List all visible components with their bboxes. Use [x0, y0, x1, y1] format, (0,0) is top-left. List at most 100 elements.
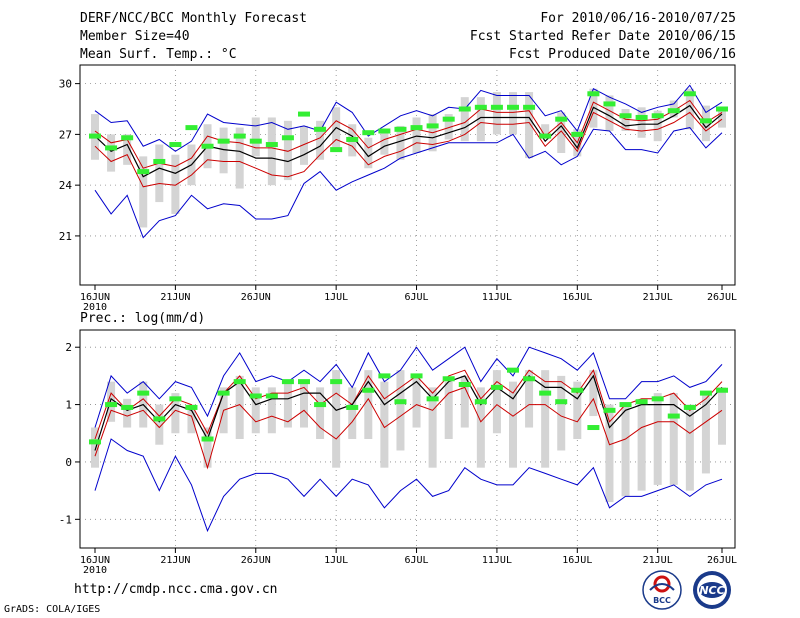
spread-box — [155, 144, 164, 203]
spread-box — [123, 134, 132, 165]
ensemble-marker — [507, 104, 519, 110]
ensemble-marker — [217, 390, 230, 396]
series-mean-line — [94, 104, 723, 178]
x-tick-label: 26JUN — [241, 555, 271, 566]
ensemble-marker — [330, 147, 343, 153]
spread-box — [332, 107, 341, 152]
ensemble-marker — [442, 376, 455, 382]
ensemble-marker — [153, 158, 166, 164]
x-tick-sublabel: 2010 — [83, 565, 107, 576]
ensemble-marker — [716, 387, 728, 393]
bcc-logo-icon: BCC — [642, 570, 682, 610]
ensemble-marker — [298, 111, 310, 117]
ensemble-marker — [667, 108, 680, 114]
spread-box — [428, 387, 437, 468]
x-tick-label: 21JUL — [643, 555, 673, 566]
spread-box — [653, 393, 662, 485]
spread-box — [380, 381, 389, 468]
refer-date: Fcst Started Refer Date 2010/06/15 — [469, 29, 736, 44]
spread-box — [251, 117, 260, 157]
ensemble-marker — [490, 104, 503, 110]
ensemble-marker — [474, 399, 487, 405]
series-min-line — [94, 127, 723, 239]
spread-box — [332, 370, 341, 468]
spread-box — [187, 404, 196, 434]
member-size: Member Size=40 — [80, 29, 190, 44]
x-tick-label: 16JUN — [80, 555, 110, 566]
ensemble-marker — [201, 143, 214, 149]
ncc-logo-label: NCC — [699, 584, 724, 597]
ensemble-marker — [716, 106, 728, 112]
ensemble-marker — [105, 402, 118, 408]
ensemble-marker — [121, 135, 134, 141]
ensemble-marker — [571, 387, 584, 393]
ensemble-marker — [426, 123, 439, 129]
y-tick-label: 0 — [65, 456, 72, 469]
spread-box — [316, 387, 325, 439]
x-tick-label: 26JUN — [241, 292, 271, 303]
x-tick-label: 16JUL — [562, 555, 592, 566]
ensemble-marker — [426, 396, 439, 402]
x-tick-label: 6JUL — [404, 555, 428, 566]
series-min-line — [94, 438, 723, 533]
spread-box — [541, 124, 550, 138]
ensemble-marker — [442, 116, 455, 122]
spread-box — [444, 381, 453, 439]
ensemble-marker — [635, 399, 648, 405]
spread-box — [476, 97, 485, 142]
ensemble-marker — [330, 379, 343, 385]
spread-box — [573, 381, 582, 439]
ensemble-marker — [699, 390, 712, 396]
ensemble-marker — [201, 436, 214, 442]
footer-url[interactable]: http://cmdp.ncc.cma.gov.cn — [74, 582, 278, 597]
ensemble-marker — [265, 393, 278, 399]
spread-box — [412, 117, 421, 153]
spread-box — [605, 95, 614, 131]
ensemble-marker — [314, 402, 327, 408]
ensemble-marker — [394, 126, 407, 132]
ensemble-marker — [523, 376, 536, 382]
spread-box — [637, 398, 646, 491]
ensemble-marker — [362, 130, 375, 136]
spread-box — [718, 387, 726, 445]
ensemble-marker — [603, 101, 616, 107]
x-tick-label: 11JUL — [482, 292, 512, 303]
forecast-period: For 2010/06/16-2010/07/25 — [540, 11, 736, 26]
spread-box — [235, 127, 244, 189]
ensemble-marker — [153, 416, 166, 422]
ensemble-marker — [362, 387, 375, 393]
spread-box — [283, 381, 292, 428]
ensemble-marker — [458, 106, 471, 112]
bcc-logo-label: BCC — [653, 596, 671, 605]
ensemble-marker — [265, 142, 278, 148]
ensemble-marker — [233, 379, 246, 385]
panel-title: Prec.: log(mm/d) — [80, 311, 205, 326]
ensemble-marker — [249, 138, 262, 144]
ensemble-marker — [185, 125, 198, 131]
spread-box — [685, 88, 694, 130]
ncc-logo-icon: NCC — [693, 571, 731, 609]
ensemble-marker — [394, 399, 407, 405]
x-tick-label: 21JUL — [643, 292, 673, 303]
ensemble-marker — [378, 373, 391, 379]
ensemble-marker — [281, 379, 294, 385]
y-tick-label: -1 — [59, 513, 72, 526]
y-tick-label: 1 — [65, 399, 72, 412]
ensemble-marker — [458, 382, 471, 387]
spread-box — [718, 110, 726, 128]
ensemble-marker — [233, 133, 246, 139]
ensemble-marker — [314, 126, 327, 132]
spread-box — [171, 393, 180, 434]
series-lower-line — [94, 386, 723, 470]
plot-frame — [79, 329, 736, 549]
ensemble-marker — [603, 407, 616, 413]
spread-box — [444, 114, 453, 140]
ensemble-marker — [346, 136, 359, 142]
agency-logos: BCC NCC — [642, 570, 731, 610]
x-tick-label: 16JUL — [562, 292, 592, 303]
ensemble-marker — [619, 113, 632, 119]
ensemble-marker — [587, 91, 600, 97]
spread-box — [525, 92, 534, 159]
ensemble-marker — [346, 404, 359, 410]
